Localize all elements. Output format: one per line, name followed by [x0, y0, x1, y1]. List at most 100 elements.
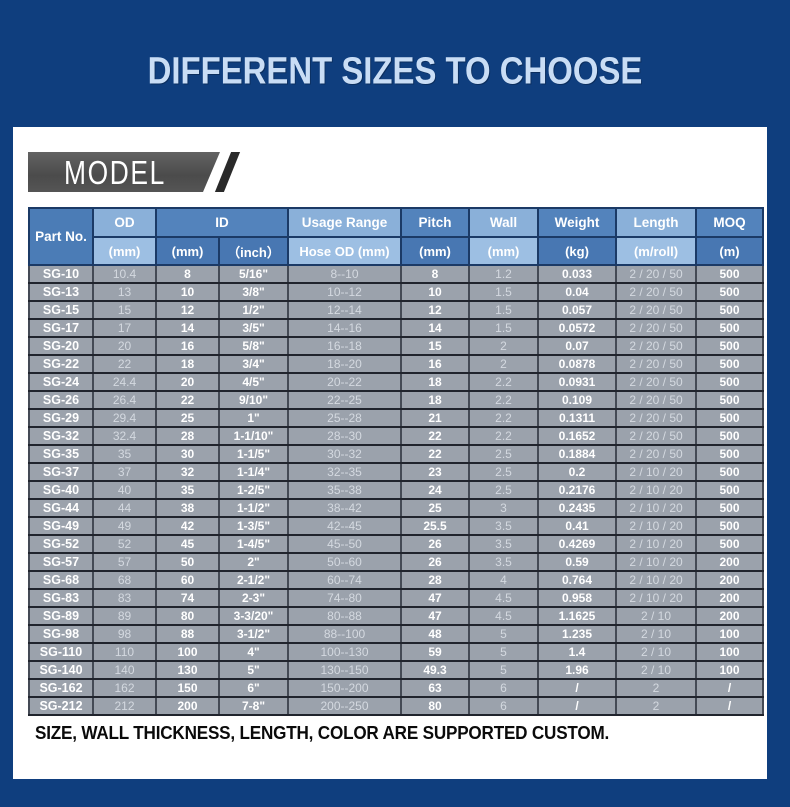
cell-moq-m: 100 — [695, 660, 764, 680]
cell-usage-range: 10--12 — [287, 282, 402, 302]
cell-od-mm: 29.4 — [92, 408, 157, 428]
cell-length-m-roll: 2 / 10 — [615, 642, 697, 662]
cell-od-mm: 22 — [92, 354, 157, 374]
cell-moq-m: 500 — [695, 408, 764, 428]
cell-id-inch: 1-1/10" — [218, 426, 289, 446]
cell-usage-range: 32--35 — [287, 462, 402, 482]
cell-weight-kg: 0.4269 — [537, 534, 617, 554]
cell-moq-m: 500 — [695, 462, 764, 482]
cell-pitch-mm: 80 — [400, 696, 470, 716]
cell-moq-m: / — [695, 696, 764, 716]
cell-pitch-mm: 14 — [400, 318, 470, 338]
cell-length-m-roll: 2 / 10 / 20 — [615, 498, 697, 518]
cell-moq-m: 500 — [695, 516, 764, 536]
table-row: SG-13 13 10 3/8" 10--12 10 1.5 0.04 2 / 20 / 50 5… — [28, 282, 764, 302]
cell-usage-range: 14--16 — [287, 318, 402, 338]
cell-wall-mm: 3.5 — [468, 534, 539, 554]
cell-pitch-mm: 21 — [400, 408, 470, 428]
cell-id-inch: 5" — [218, 660, 289, 680]
cell-od-mm: 89 — [92, 606, 157, 626]
cell-part-no: SG-24 — [28, 372, 94, 392]
cell-od-mm: 57 — [92, 552, 157, 572]
cell-id-inch: 3/5" — [218, 318, 289, 338]
cell-id-mm: 22 — [155, 390, 220, 410]
cell-id-mm: 10 — [155, 282, 220, 302]
col-subheader-id-mm: (mm) — [155, 236, 220, 266]
cell-part-no: SG-162 — [28, 678, 94, 698]
cell-length-m-roll: 2 / 20 / 50 — [615, 426, 697, 446]
cell-usage-range: 38--42 — [287, 498, 402, 518]
cell-pitch-mm: 47 — [400, 606, 470, 626]
cell-part-no: SG-37 — [28, 462, 94, 482]
cell-od-mm: 140 — [92, 660, 157, 680]
cell-id-mm: 60 — [155, 570, 220, 590]
table-row: SG-17 17 14 3/5" 14--16 14 1.5 0.0572 2 / 20 / 5… — [28, 318, 764, 338]
cell-id-mm: 200 — [155, 696, 220, 716]
cell-pitch-mm: 18 — [400, 390, 470, 410]
cell-weight-kg: 0.958 — [537, 588, 617, 608]
cell-od-mm: 35 — [92, 444, 157, 464]
table-row: SG-22 22 18 3/4" 18--20 16 2 0.0878 2 / 20 / 50 5… — [28, 354, 764, 374]
cell-id-mm: 28 — [155, 426, 220, 446]
col-header-pitch: Pitch — [400, 207, 470, 238]
cell-weight-kg: 0.2435 — [537, 498, 617, 518]
content-card: MODEL Part No. OD ID Usage Range Pitch W… — [13, 127, 767, 779]
page-title: DIFFERENT SIZES TO CHOOSE — [147, 50, 643, 93]
cell-od-mm: 68 — [92, 570, 157, 590]
cell-id-inch: 1/2" — [218, 300, 289, 320]
cell-moq-m: 500 — [695, 354, 764, 374]
cell-length-m-roll: 2 — [615, 678, 697, 698]
cell-length-m-roll: 2 / 20 / 50 — [615, 354, 697, 374]
cell-od-mm: 10.4 — [92, 264, 157, 284]
cell-od-mm: 37 — [92, 462, 157, 482]
cell-od-mm: 20 — [92, 336, 157, 356]
cell-wall-mm: 5 — [468, 660, 539, 680]
cell-wall-mm: 4.5 — [468, 606, 539, 626]
cell-id-mm: 45 — [155, 534, 220, 554]
cell-part-no: SG-26 — [28, 390, 94, 410]
cell-length-m-roll: 2 / 10 / 20 — [615, 588, 697, 608]
cell-weight-kg: 0.07 — [537, 336, 617, 356]
cell-part-no: SG-10 — [28, 264, 94, 284]
cell-part-no: SG-44 — [28, 498, 94, 518]
cell-id-mm: 100 — [155, 642, 220, 662]
cell-length-m-roll: 2 / 20 / 50 — [615, 408, 697, 428]
cell-part-no: SG-32 — [28, 426, 94, 446]
cell-od-mm: 98 — [92, 624, 157, 644]
cell-od-mm: 52 — [92, 534, 157, 554]
cell-id-inch: 2-3" — [218, 588, 289, 608]
cell-part-no: SG-140 — [28, 660, 94, 680]
table-row: SG-32 32.4 28 1-1/10" 28--30 22 2.2 0.1652 2 / 2… — [28, 426, 764, 446]
cell-length-m-roll: 2 / 10 / 20 — [615, 462, 697, 482]
cell-weight-kg: 1.96 — [537, 660, 617, 680]
cell-pitch-mm: 10 — [400, 282, 470, 302]
cell-moq-m: 500 — [695, 390, 764, 410]
cell-moq-m: 200 — [695, 606, 764, 626]
cell-id-inch: 1-2/5" — [218, 480, 289, 500]
cell-wall-mm: 2.2 — [468, 372, 539, 392]
cell-id-mm: 74 — [155, 588, 220, 608]
cell-wall-mm: 3 — [468, 498, 539, 518]
col-header-part-no: Part No. — [28, 207, 94, 266]
col-subheader-length-unit: (m/roll) — [615, 236, 697, 266]
table-row: SG-15 15 12 1/2" 12--14 12 1.5 0.057 2 / 20 / 50… — [28, 300, 764, 320]
cell-od-mm: 32.4 — [92, 426, 157, 446]
cell-od-mm: 49 — [92, 516, 157, 536]
cell-moq-m: 500 — [695, 426, 764, 446]
cell-id-inch: 3/8" — [218, 282, 289, 302]
cell-usage-range: 30--32 — [287, 444, 402, 464]
cell-id-mm: 18 — [155, 354, 220, 374]
cell-part-no: SG-68 — [28, 570, 94, 590]
cell-weight-kg: 0.057 — [537, 300, 617, 320]
cell-od-mm: 17 — [92, 318, 157, 338]
cell-id-inch: 1-4/5" — [218, 534, 289, 554]
cell-id-inch: 1-1/4" — [218, 462, 289, 482]
cell-pitch-mm: 59 — [400, 642, 470, 662]
cell-pitch-mm: 23 — [400, 462, 470, 482]
cell-id-inch: 1-1/2" — [218, 498, 289, 518]
cell-moq-m: 500 — [695, 480, 764, 500]
cell-id-inch: 5/16" — [218, 264, 289, 284]
cell-moq-m: 500 — [695, 282, 764, 302]
cell-usage-range: 200--250 — [287, 696, 402, 716]
